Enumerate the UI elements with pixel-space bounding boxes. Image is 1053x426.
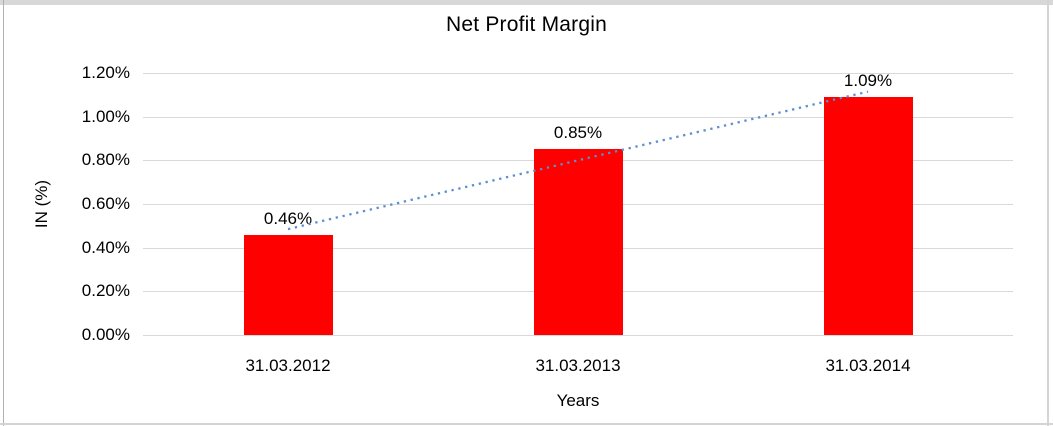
y-axis-tick-label: 1.00% [81, 107, 130, 126]
bar-value-label: 0.85% [553, 123, 603, 142]
y-axis-tick-label: 0.60% [81, 194, 130, 213]
y-axis-tick-label: 1.20% [81, 63, 130, 82]
y-axis-tick-label: 0.40% [81, 238, 130, 257]
x-axis-tick-label: 31.03.2014 [825, 356, 911, 375]
chart-title: Net Profit Margin [446, 13, 607, 36]
x-axis-tick-label: 31.03.2012 [245, 356, 331, 375]
y-axis-title: IN (%) [32, 179, 51, 229]
y-axis-tick-label: 0.00% [81, 325, 130, 344]
x-axis-tick-label: 31.03.2013 [535, 356, 621, 375]
frame-top-border [0, 0, 1053, 5]
x-axis-title: Years [556, 391, 600, 410]
y-axis-tick-label: 0.80% [81, 150, 130, 169]
frame-right-border [1047, 0, 1049, 426]
bar-value-label: 0.46% [263, 209, 313, 228]
y-axis-tick-label: 0.20% [81, 281, 130, 300]
gridline [143, 335, 1013, 336]
gridline [143, 73, 1013, 74]
bar-31.03.2014 [824, 97, 913, 335]
bar-31.03.2013 [534, 149, 623, 335]
frame-left-border [3, 0, 4, 426]
bar-31.03.2012 [244, 235, 333, 335]
bar-value-label: 1.09% [843, 71, 893, 90]
frame-bottom-border [0, 423, 1053, 425]
